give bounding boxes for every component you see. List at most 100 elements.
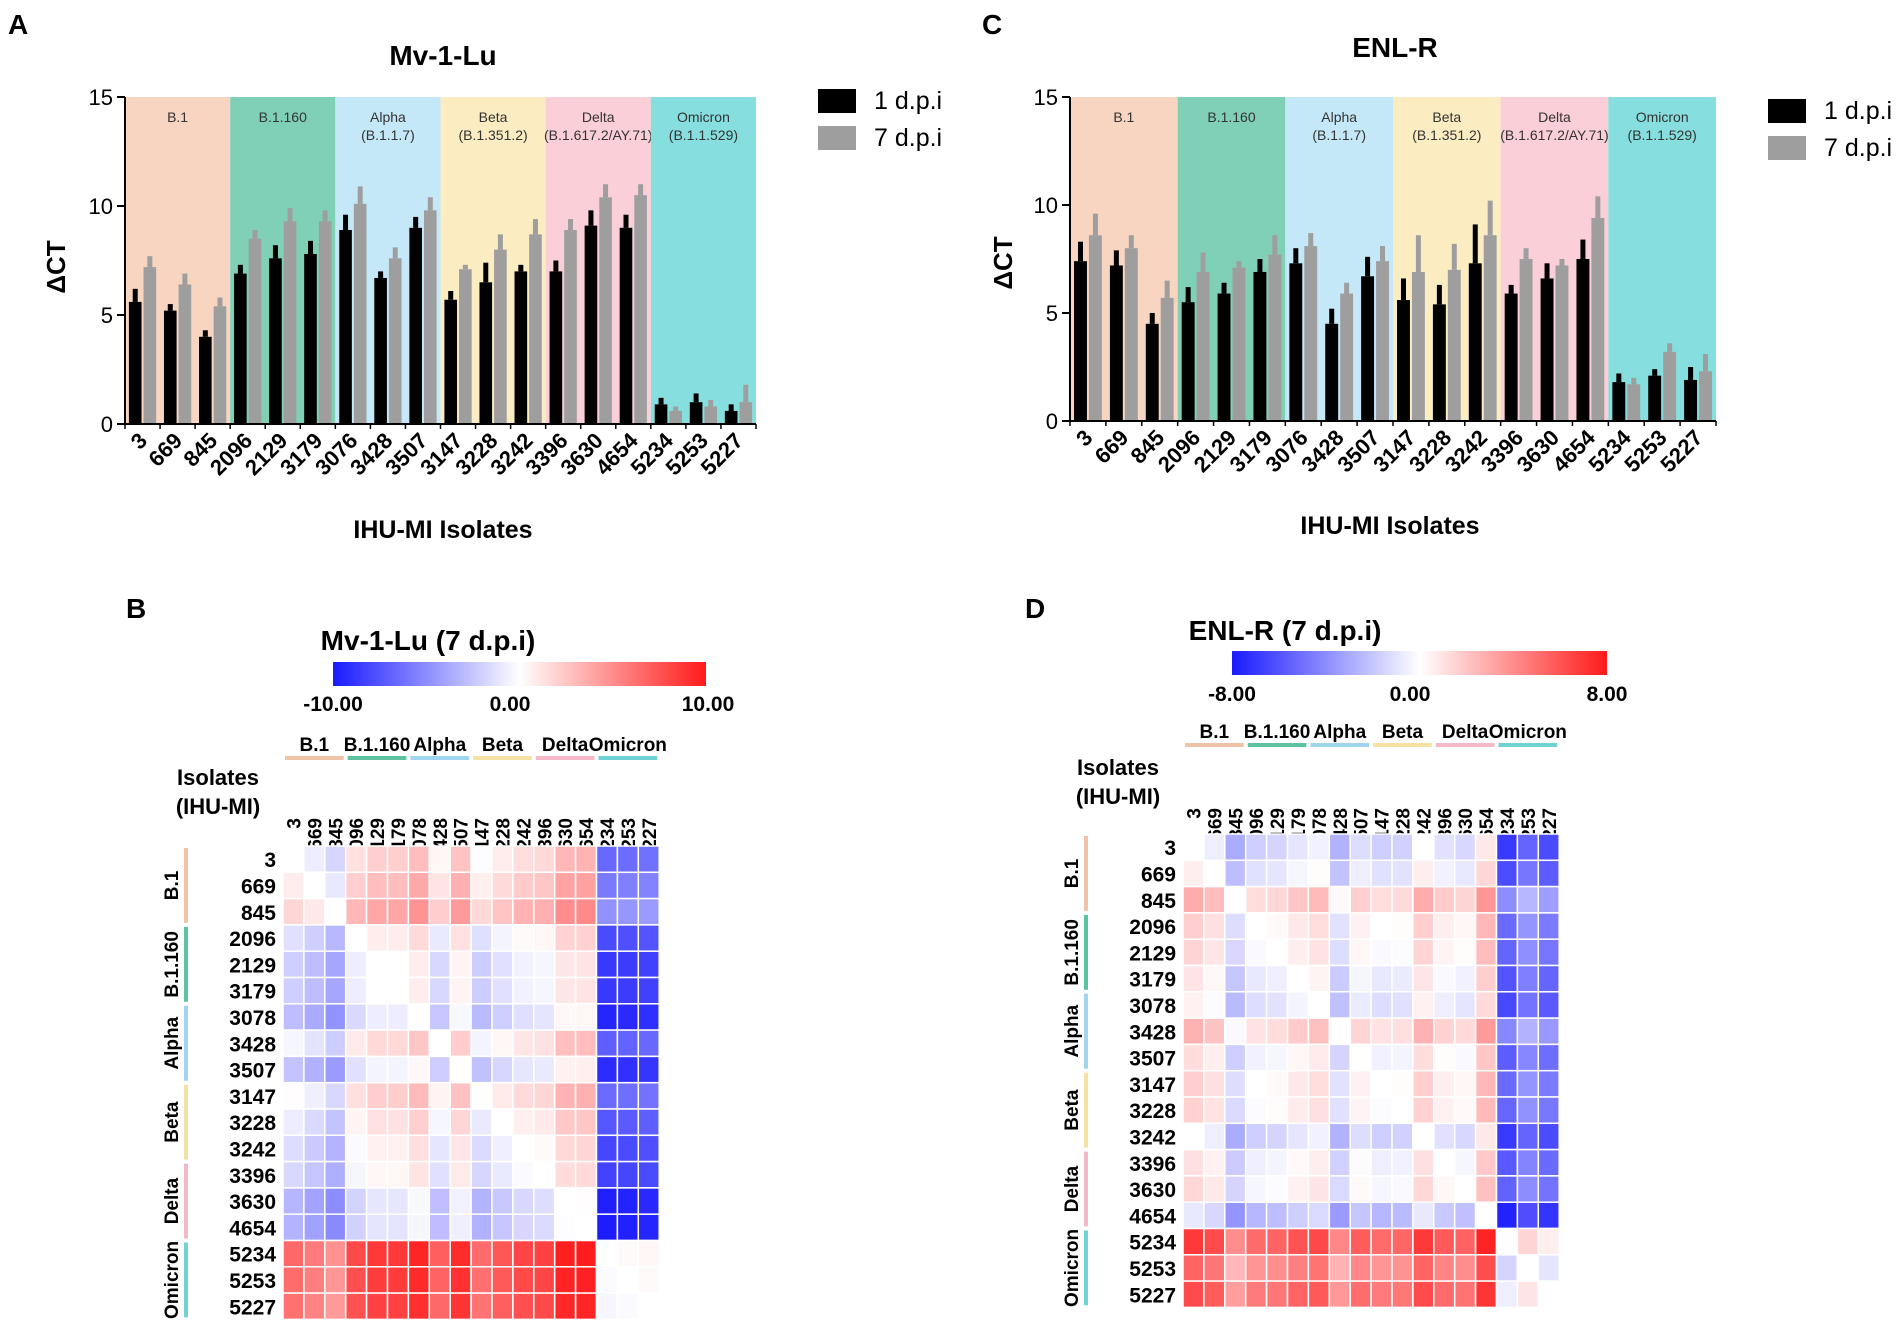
heatmap-cell [1265, 912, 1289, 940]
error-bar [1272, 235, 1278, 255]
bar-7dpi [494, 249, 507, 424]
heatmap-cell [303, 1266, 326, 1294]
heatmap-cell [1349, 938, 1372, 967]
heatmap-cell [1244, 1254, 1268, 1282]
column-group-label: Beta [482, 735, 524, 756]
heatmap-cell [1224, 991, 1247, 1019]
variant-band-b1 [125, 97, 231, 424]
heatmap-cell [407, 1160, 431, 1189]
heatmap-cell [449, 1292, 472, 1321]
x-tick-label: 669 [1090, 425, 1134, 469]
heatmap-cell [428, 1055, 451, 1084]
column-label: 845 [1226, 808, 1247, 840]
heatmap-cell [1495, 912, 1519, 940]
heatmap-cell [386, 1108, 410, 1137]
column-group-label: B.1.160 [1244, 722, 1311, 743]
error-bar [378, 271, 384, 278]
row-group-label: B.1 [162, 870, 183, 900]
heatmap-cell [303, 1029, 326, 1058]
heatmap-cell [1307, 1122, 1331, 1151]
bar-1dpi [1253, 271, 1267, 421]
column-group-label: Alpha [413, 735, 466, 756]
heatmap-cell [386, 1055, 410, 1084]
heatmap-cell [1349, 1043, 1372, 1072]
heatmap-cell [344, 924, 368, 952]
error-bar [1472, 224, 1478, 264]
heatmap-cell [407, 950, 431, 979]
heatmap-cell [1265, 1175, 1289, 1203]
heatmap-cell [449, 1213, 472, 1242]
heatmap-cell [1224, 1201, 1247, 1230]
variant-band-beta [440, 97, 546, 424]
heatmap-cell [1286, 1227, 1310, 1256]
heatmap-cell [553, 1187, 577, 1215]
variant-label: B.1 [167, 109, 188, 125]
heatmap-cell [533, 1003, 556, 1031]
heatmap-cell [553, 1108, 577, 1137]
heatmap-cell [282, 1266, 305, 1294]
error-bar [427, 197, 433, 211]
heatmap-cell [386, 924, 410, 952]
heatmap-cell [512, 1055, 535, 1084]
heatmap-cell [1495, 938, 1519, 967]
heatmap-cell [595, 1108, 619, 1137]
heatmap-cell [282, 1292, 305, 1321]
heatmap-cell [449, 924, 472, 952]
heatmap-cell [1182, 1017, 1205, 1046]
heatmap-cell [553, 924, 577, 952]
heatmap-cell [1224, 912, 1247, 940]
heatmap-cell [282, 845, 305, 874]
heatmap-cell [595, 845, 619, 874]
heatmap-cell [533, 1239, 556, 1268]
row-label: 5227 [229, 1296, 276, 1319]
heatmap-cell [428, 845, 451, 874]
heatmap-cell [1453, 1175, 1477, 1203]
bar-7dpi [423, 210, 437, 424]
heatmap-cell [282, 1239, 305, 1268]
error-bar [1508, 284, 1514, 294]
heatmap-cell [1495, 991, 1519, 1019]
heatmap-cell [1516, 1043, 1540, 1072]
heatmap-cell [1203, 885, 1226, 914]
row-label: 5253 [229, 1270, 276, 1293]
heatmap-cell [1495, 1096, 1519, 1125]
heatmap-cell [1474, 991, 1498, 1019]
row-group-label: Delta [162, 1177, 183, 1224]
heatmap-cell [574, 1029, 598, 1058]
heatmap-cell [1370, 938, 1393, 967]
heatmap-cell [1495, 1201, 1519, 1230]
heatmap-cell [449, 1029, 472, 1058]
bar-7dpi [634, 195, 647, 424]
error-bar [252, 229, 258, 239]
bar-7dpi [529, 234, 542, 424]
heatmap-cell [449, 1134, 472, 1163]
heatmap-cell [1433, 1069, 1456, 1098]
heatmap-cell [616, 976, 640, 1005]
heatmap-cell [428, 1081, 451, 1110]
heatmap-cell [1474, 1017, 1498, 1046]
heatmap-cell [470, 976, 493, 1005]
bar-7dpi [1160, 297, 1174, 421]
y-tick-label: 10 [1034, 193, 1058, 218]
bar-1dpi [1540, 278, 1554, 421]
heatmap-cell [1182, 991, 1205, 1019]
scale-min-label: -10.00 [303, 693, 363, 716]
heatmap-cell [533, 1292, 556, 1321]
heatmap-cell [1182, 964, 1205, 993]
heatmap-cell [1224, 1148, 1247, 1177]
heatmap-cell [1370, 1254, 1393, 1282]
bar-7dpi [1304, 246, 1318, 421]
heatmap-cell [616, 1081, 640, 1110]
error-bar [462, 264, 468, 270]
row-label: 3428 [1129, 1021, 1176, 1044]
heatmap-cell [1203, 1096, 1226, 1125]
variant-label: B.1.160 [1207, 109, 1255, 125]
heatmap-cell [637, 871, 660, 900]
bar-1dpi [1145, 323, 1159, 421]
heatmap-cell [1265, 938, 1289, 967]
variant-label: Omicron [1636, 109, 1689, 125]
heatmap-cell [1203, 964, 1226, 993]
bar-1dpi [689, 402, 703, 424]
bar-1dpi [549, 271, 563, 424]
